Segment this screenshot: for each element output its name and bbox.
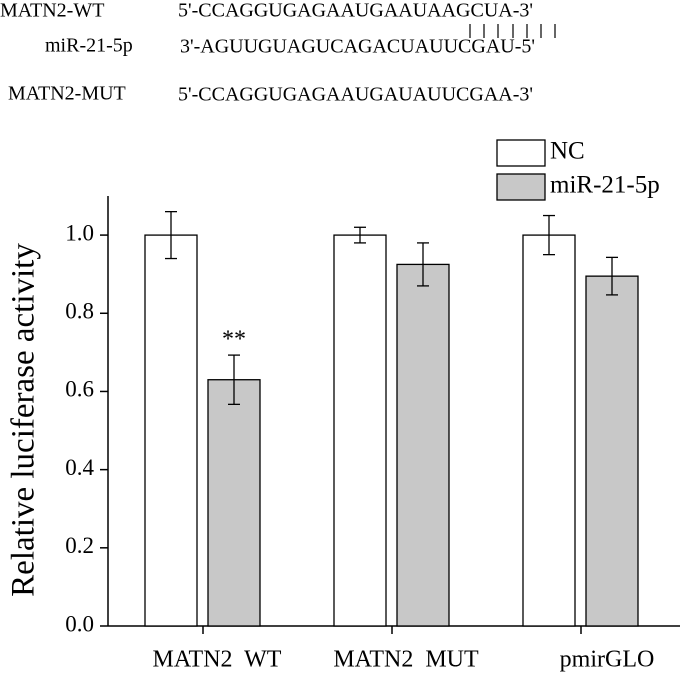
y-axis-label: Relative luciferase activity: [6, 243, 42, 597]
bar: [522, 234, 576, 627]
seq-text: 3'-AGUUGUAGUCAGACUAUUCGAU-5': [180, 36, 535, 58]
seq-text: 5'-CCAGGUGAGAAUGAAUAAGCUA-3': [178, 0, 533, 22]
y-tick-label: 0.8: [65, 299, 94, 324]
x-tick-label: pmirGLO: [560, 647, 655, 673]
bar: [144, 234, 198, 627]
legend-label: miR-21-5p: [550, 172, 660, 199]
pairing-lines: [469, 24, 556, 38]
legend-label: NC: [550, 138, 585, 165]
x-tick-label: MATN2 WT: [153, 647, 282, 673]
y-tick-label: 1.0: [65, 220, 94, 245]
bar: [396, 263, 450, 627]
bar: [207, 379, 261, 627]
y-tick-label: 0.6: [65, 377, 94, 402]
seq-label: MATN2-WT: [0, 0, 104, 22]
legend-swatch: [496, 139, 546, 167]
bar: [333, 234, 387, 627]
seq-text: 5'-CCAGGUGAGAAUGAUAUUCGAA-3': [178, 84, 533, 106]
y-tick-label: 0.2: [65, 533, 94, 558]
y-tick-label: 0.4: [65, 455, 94, 480]
significance: **: [222, 327, 246, 353]
seq-label: MATN2-MUT: [8, 83, 126, 105]
seq-label: miR-21-5p: [45, 35, 133, 57]
legend-swatch: [496, 173, 546, 201]
x-tick-label: MATN2 MUT: [333, 647, 479, 673]
y-tick-label: 0.0: [65, 611, 94, 636]
bar: [585, 275, 639, 627]
